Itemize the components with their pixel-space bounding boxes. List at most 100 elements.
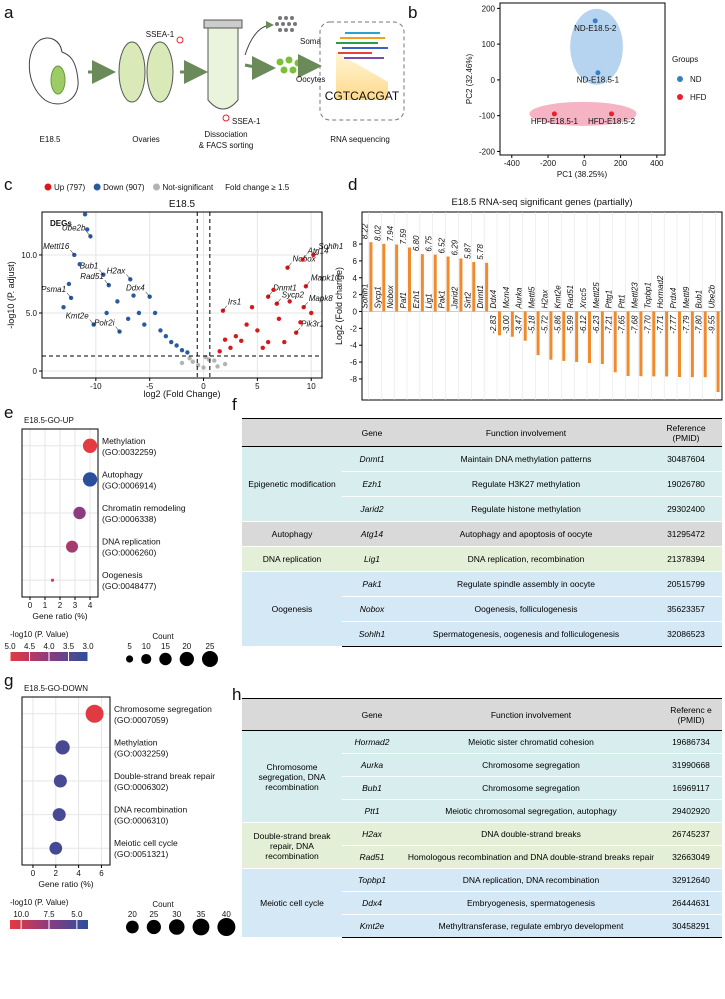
reference-cell: 32086523 [650,621,722,647]
bar [408,247,411,312]
label-leader [89,319,94,325]
legend-marker [677,76,683,82]
size-legend-label: 20 [128,910,137,919]
category-label: Aurka [515,287,524,309]
label-leader [287,262,292,268]
category-label: H2ax [540,289,549,309]
plot-frame [41,211,323,379]
x-tick-label: 4 [88,601,93,610]
ovary [118,41,146,103]
size-legend-label: 25 [206,642,215,651]
y-tick-label: -100 [479,112,496,121]
reference-cell: 30487604 [650,446,722,472]
function-cell: DNA double-strand breaks [402,822,660,846]
dot [50,578,55,582]
dot [73,506,86,520]
bar [395,244,399,312]
reference-cell: 29402920 [660,799,722,823]
bar [420,254,424,312]
point [131,293,136,298]
function-cell: Autophagy and apoptosis of oocyte [402,521,650,547]
plot-frame [361,211,723,401]
point [85,227,90,232]
reference-cell: 31990668 [660,753,722,777]
colorbar-label: 10.0 [13,910,29,919]
table-row: Meiotic cell cycle Topbp1 DNA replication,… [242,868,722,938]
header-cell: Function involvement [402,698,660,731]
x-tick-label: 400 [650,159,664,168]
colorbar-label: 3.5 [63,642,75,651]
step-label: RNA sequencing [330,135,390,144]
point [255,328,260,333]
bar [382,243,386,312]
group-cell: Epigenetic modification [242,446,342,522]
header-cell [242,418,342,447]
x-axis-label: Gene ratio (%) [32,611,87,621]
x-tick-label: -400 [504,159,521,168]
embryo [28,37,79,105]
step-label: Dissociation [204,130,247,139]
point [551,111,557,117]
panel-label: f [232,395,237,414]
point [82,212,88,217]
category-label: Nobox [386,284,395,308]
function-cell: Homologous recombination and DNA double-… [402,845,660,869]
gene-label: Rad51 [80,272,104,281]
category-label: Pttg1 [605,290,614,309]
bar [588,311,591,364]
cell-label: Soma [300,37,321,46]
x-tick-label: -5 [146,382,154,391]
term-label: Meiotic cell cycle [114,838,178,848]
embryo-ovary [50,65,66,95]
function-cell: Regulate spindle assembly in oocyte [402,571,650,597]
reference-cell: 31295472 [650,521,722,547]
y-tick-label: 200 [482,4,496,13]
group-ellipse [529,101,637,126]
dot [82,472,98,487]
category-label: Jarid2 [450,286,459,309]
category-label: Mettl23 [630,282,639,309]
chart-title: E18.5 [169,199,196,210]
dot [85,704,104,723]
gene-cell: Aurka [342,753,402,777]
dot [53,774,67,788]
panel-label: g [4,671,13,690]
header-cell: Gene [342,418,402,447]
value-label: -2.83 [489,315,498,334]
term-label: Chromatin remodeling [102,503,186,513]
tube [207,27,239,110]
gene-cell: Pak1 [342,571,402,597]
term-label: Chromosome segregation [114,704,212,714]
gene-cell: Sohlh1 [342,621,402,647]
oocyte-cells [276,56,302,74]
gene-cell: Dnmt1 [342,446,402,472]
reference-cell: 20515799 [650,571,722,597]
point [179,347,185,353]
gene-cell: H2ax [342,822,402,846]
bar [369,242,373,312]
bar [613,311,617,373]
x-tick-label: 2 [58,601,63,610]
point [169,339,174,345]
y-axis-label: PC2 (32.46%) [465,54,474,105]
value-label: 6.75 [425,235,434,251]
colorbar-label: 3.0 [82,642,94,651]
table-row: Nobox Oogenesis, folliculogenesis 35623357 [242,596,722,622]
group-cell: DNA replication [242,546,342,572]
point [201,365,206,370]
point [265,339,271,345]
header-row: Gene Function involvement Reference (PMID) [242,418,722,447]
dot [82,438,98,453]
category-label: Mcm4 [502,286,511,308]
x-tick-label: 5 [255,382,260,391]
point [61,304,66,310]
point [185,350,190,355]
colorbar-label: 7.5 [43,910,55,919]
term-id: (GO:0032259) [102,447,157,457]
size-legend-label: 15 [161,642,170,651]
value-label: -7.71 [656,315,665,333]
value-label: 5.78 [476,244,485,260]
y-tick-label: 2 [353,291,358,300]
value-label: -7.80 [695,315,704,334]
table: Gene Function involvement Reference (PMID)… [242,418,722,647]
